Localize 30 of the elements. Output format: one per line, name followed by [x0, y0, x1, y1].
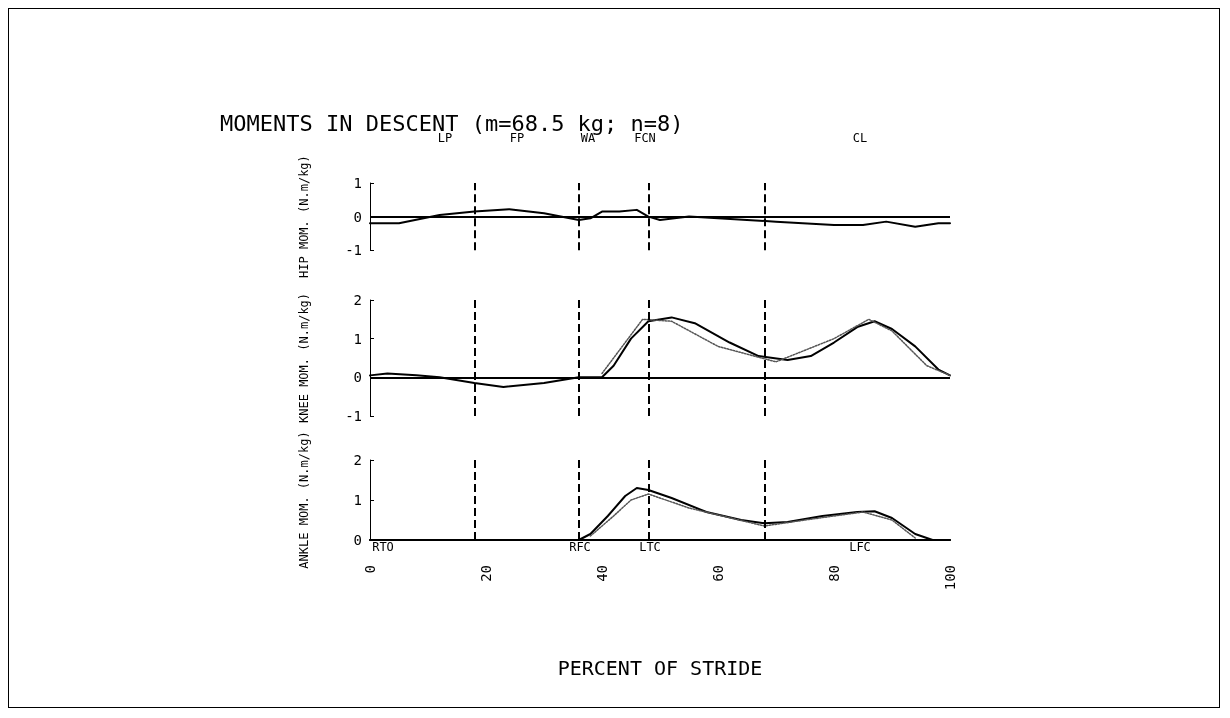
y-axis-title: KNEE MOM. (N.m/kg)	[297, 292, 311, 423]
y-tick-label: 0	[353, 208, 362, 225]
x-tick-label: 100	[942, 565, 958, 591]
annotation: LFC	[849, 540, 871, 554]
line-series	[601, 318, 951, 377]
y-axis-title: HIP MOM. (N.m/kg)	[297, 155, 311, 278]
annotation: RFC	[569, 540, 591, 554]
x-axis-title: PERCENT OF STRIDE	[557, 656, 763, 680]
y-axis-title: ANKLE MOM. (N.m/kg)	[297, 431, 311, 569]
y-tick-label: 2	[353, 452, 362, 468]
x-tick-label: 0	[362, 565, 378, 574]
x-tick-label: 80	[826, 565, 842, 582]
text: FCN	[634, 131, 656, 145]
text: WA	[580, 131, 596, 145]
y-tick-label: 1	[353, 492, 362, 508]
text: FP	[509, 131, 525, 145]
y-tick-label: 1	[353, 330, 362, 347]
annotation: RTO	[372, 540, 394, 554]
line-series	[589, 493, 916, 539]
y-tick-label: -1	[345, 242, 362, 259]
x-tick-label: 40	[594, 565, 610, 582]
y-tick-label: 0	[353, 369, 362, 386]
x-tick-label: 60	[710, 565, 726, 582]
y-tick-label: -1	[345, 407, 362, 424]
y-tick-label: 0	[353, 532, 362, 548]
text: CL	[852, 131, 868, 145]
annotation: LTC	[639, 540, 661, 554]
y-tick-label: 1	[353, 175, 362, 191]
y-tick-label: 2	[353, 292, 362, 308]
x-tick-label: 20	[478, 565, 494, 582]
